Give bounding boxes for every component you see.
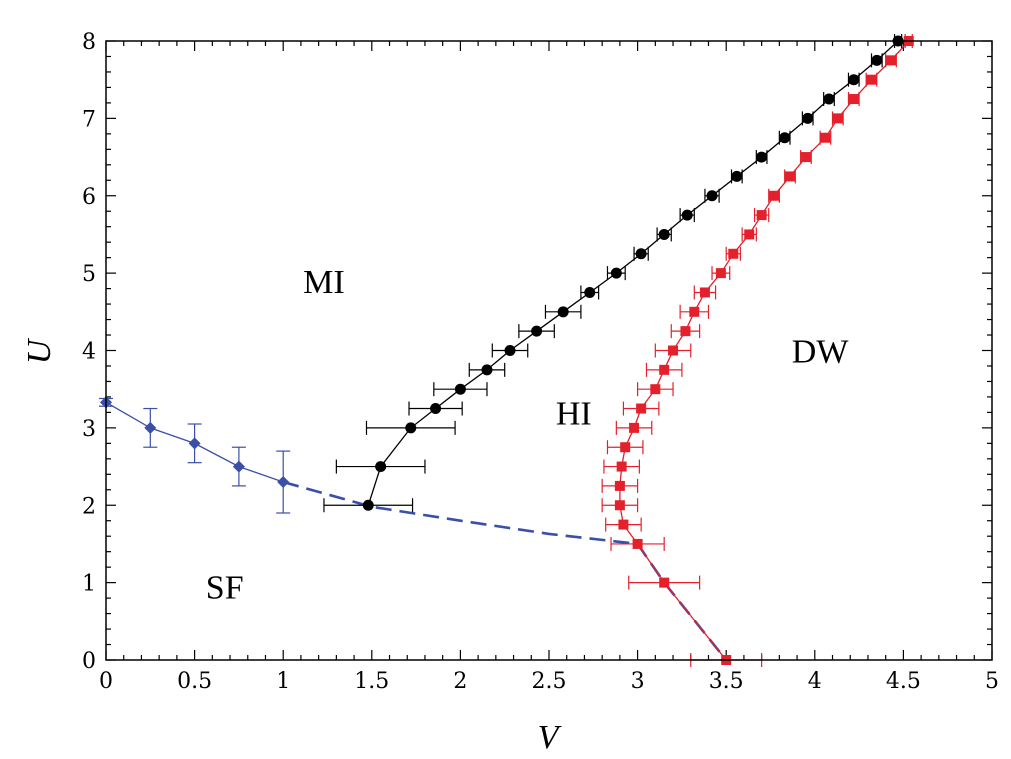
data-point: [871, 54, 883, 66]
x-tick-label: 0: [99, 669, 113, 694]
region-labels: MI HI DW SF: [206, 264, 850, 607]
data-point: [504, 345, 516, 356]
data-point: [769, 190, 780, 201]
y-tick-label: 7: [82, 107, 96, 132]
data-point: [802, 112, 814, 124]
data-point: [744, 229, 755, 240]
data-point: [635, 248, 647, 260]
data-point: [618, 519, 629, 530]
axis-ticks: [105, 40, 993, 661]
data-point: [715, 268, 726, 279]
data-point: [820, 132, 831, 143]
data-point: [362, 499, 374, 511]
x-tick-label: 0.5: [177, 669, 212, 694]
data-point: [632, 538, 643, 549]
data-point: [800, 152, 811, 163]
data-point: [636, 403, 647, 414]
y-tick-label: 3: [82, 417, 96, 442]
data-point: [454, 383, 466, 395]
data-point: [823, 93, 835, 105]
x-axis-title: V: [538, 719, 563, 756]
data-point: [731, 170, 743, 182]
data-point: [668, 345, 679, 356]
data-point: [531, 325, 543, 337]
data-point: [614, 500, 625, 511]
region-label-mi: MI: [303, 264, 345, 301]
y-tick-label: 5: [82, 262, 96, 287]
data-point: [848, 94, 859, 105]
data-point: [405, 422, 417, 434]
data-point: [232, 460, 245, 473]
plot-frame: [105, 40, 993, 661]
series-1: [282, 480, 728, 661]
data-point: [629, 422, 640, 433]
y-tick-label: 8: [82, 30, 96, 55]
data-point: [430, 403, 442, 415]
data-point: [650, 384, 661, 395]
x-tick-label: 2: [453, 669, 467, 694]
x-tick-label: 3: [631, 669, 645, 694]
data-point: [756, 210, 767, 221]
x-tick-label: 1: [276, 669, 290, 694]
x-tick-label: 4.5: [886, 669, 921, 694]
data-point: [681, 209, 693, 221]
data-point: [866, 74, 877, 85]
x-tick-label: 3.5: [709, 669, 744, 694]
data-point: [375, 461, 387, 473]
y-tick-label: 2: [82, 494, 96, 519]
data-point: [885, 55, 896, 66]
data-point: [614, 480, 625, 491]
series-2: [323, 34, 904, 513]
x-tick-label: 4: [808, 669, 822, 694]
data-point: [188, 437, 201, 450]
region-label-sf: SF: [206, 569, 244, 606]
data-point: [699, 287, 710, 298]
data-point: [584, 286, 596, 298]
x-tick-label: 5: [985, 669, 999, 694]
y-tick-label: 0: [82, 649, 96, 674]
data-point: [620, 442, 631, 453]
data-point: [481, 364, 493, 376]
series-0: [99, 396, 291, 514]
region-label-hi: HI: [556, 395, 592, 432]
x-tick-label: 1.5: [354, 669, 389, 694]
data-point: [144, 421, 157, 434]
data-point: [610, 267, 622, 279]
y-tick-label: 6: [82, 185, 96, 210]
data-point: [832, 113, 843, 124]
y-tick-label: 1: [82, 572, 96, 597]
data-point: [728, 248, 739, 259]
axis-tick-labels: 0 0.5 1 1.5 2 2.5 3 3.5 4 4.5 5 0 1 2 3 4 5 6 7 8: [82, 30, 999, 694]
series-line: [367, 40, 899, 506]
data-point: [680, 326, 691, 337]
data-point: [779, 132, 791, 144]
data-point: [658, 228, 670, 240]
data-point: [706, 190, 718, 202]
x-tick-label: 2.5: [532, 669, 567, 694]
data-point: [848, 74, 860, 86]
y-axis-title: U: [21, 337, 58, 364]
data-point: [557, 306, 569, 318]
data-point: [756, 151, 768, 163]
region-label-dw: DW: [792, 334, 850, 371]
series-line: [282, 480, 728, 661]
data-point: [689, 306, 700, 317]
data-point: [659, 364, 670, 375]
data-point: [616, 461, 627, 472]
y-tick-label: 4: [82, 340, 96, 365]
data-point: [784, 171, 795, 182]
series-3: [601, 34, 914, 667]
data-point: [659, 577, 670, 588]
